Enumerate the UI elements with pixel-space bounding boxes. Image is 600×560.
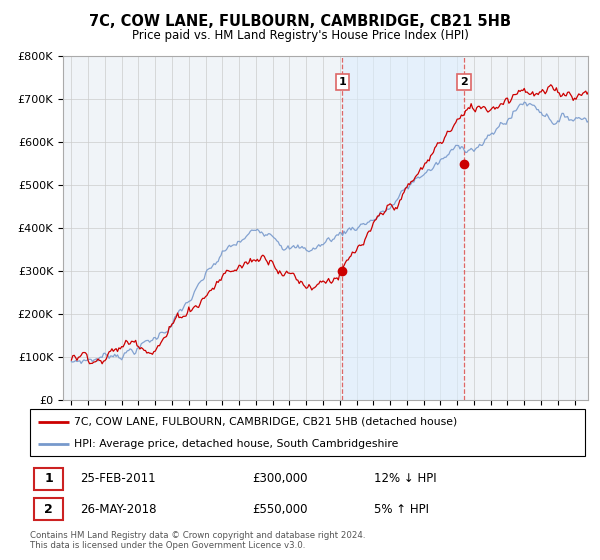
Text: 7C, COW LANE, FULBOURN, CAMBRIDGE, CB21 5HB (detached house): 7C, COW LANE, FULBOURN, CAMBRIDGE, CB21 … xyxy=(74,417,458,427)
Text: 1: 1 xyxy=(44,473,53,486)
Text: 25-FEB-2011: 25-FEB-2011 xyxy=(80,473,155,486)
FancyBboxPatch shape xyxy=(34,498,64,520)
Text: £550,000: £550,000 xyxy=(252,503,308,516)
FancyBboxPatch shape xyxy=(34,468,64,490)
Text: 1: 1 xyxy=(338,77,346,87)
Text: 2: 2 xyxy=(460,77,468,87)
Text: Price paid vs. HM Land Registry's House Price Index (HPI): Price paid vs. HM Land Registry's House … xyxy=(131,29,469,42)
Text: 7C, COW LANE, FULBOURN, CAMBRIDGE, CB21 5HB: 7C, COW LANE, FULBOURN, CAMBRIDGE, CB21 … xyxy=(89,14,511,29)
Text: Contains HM Land Registry data © Crown copyright and database right 2024.
This d: Contains HM Land Registry data © Crown c… xyxy=(30,531,365,550)
Text: 2: 2 xyxy=(44,503,53,516)
FancyBboxPatch shape xyxy=(30,409,585,456)
Text: 12% ↓ HPI: 12% ↓ HPI xyxy=(374,473,437,486)
Text: 26-MAY-2018: 26-MAY-2018 xyxy=(80,503,157,516)
Text: HPI: Average price, detached house, South Cambridgeshire: HPI: Average price, detached house, Sout… xyxy=(74,438,399,449)
Text: £300,000: £300,000 xyxy=(252,473,308,486)
Text: 5% ↑ HPI: 5% ↑ HPI xyxy=(374,503,429,516)
